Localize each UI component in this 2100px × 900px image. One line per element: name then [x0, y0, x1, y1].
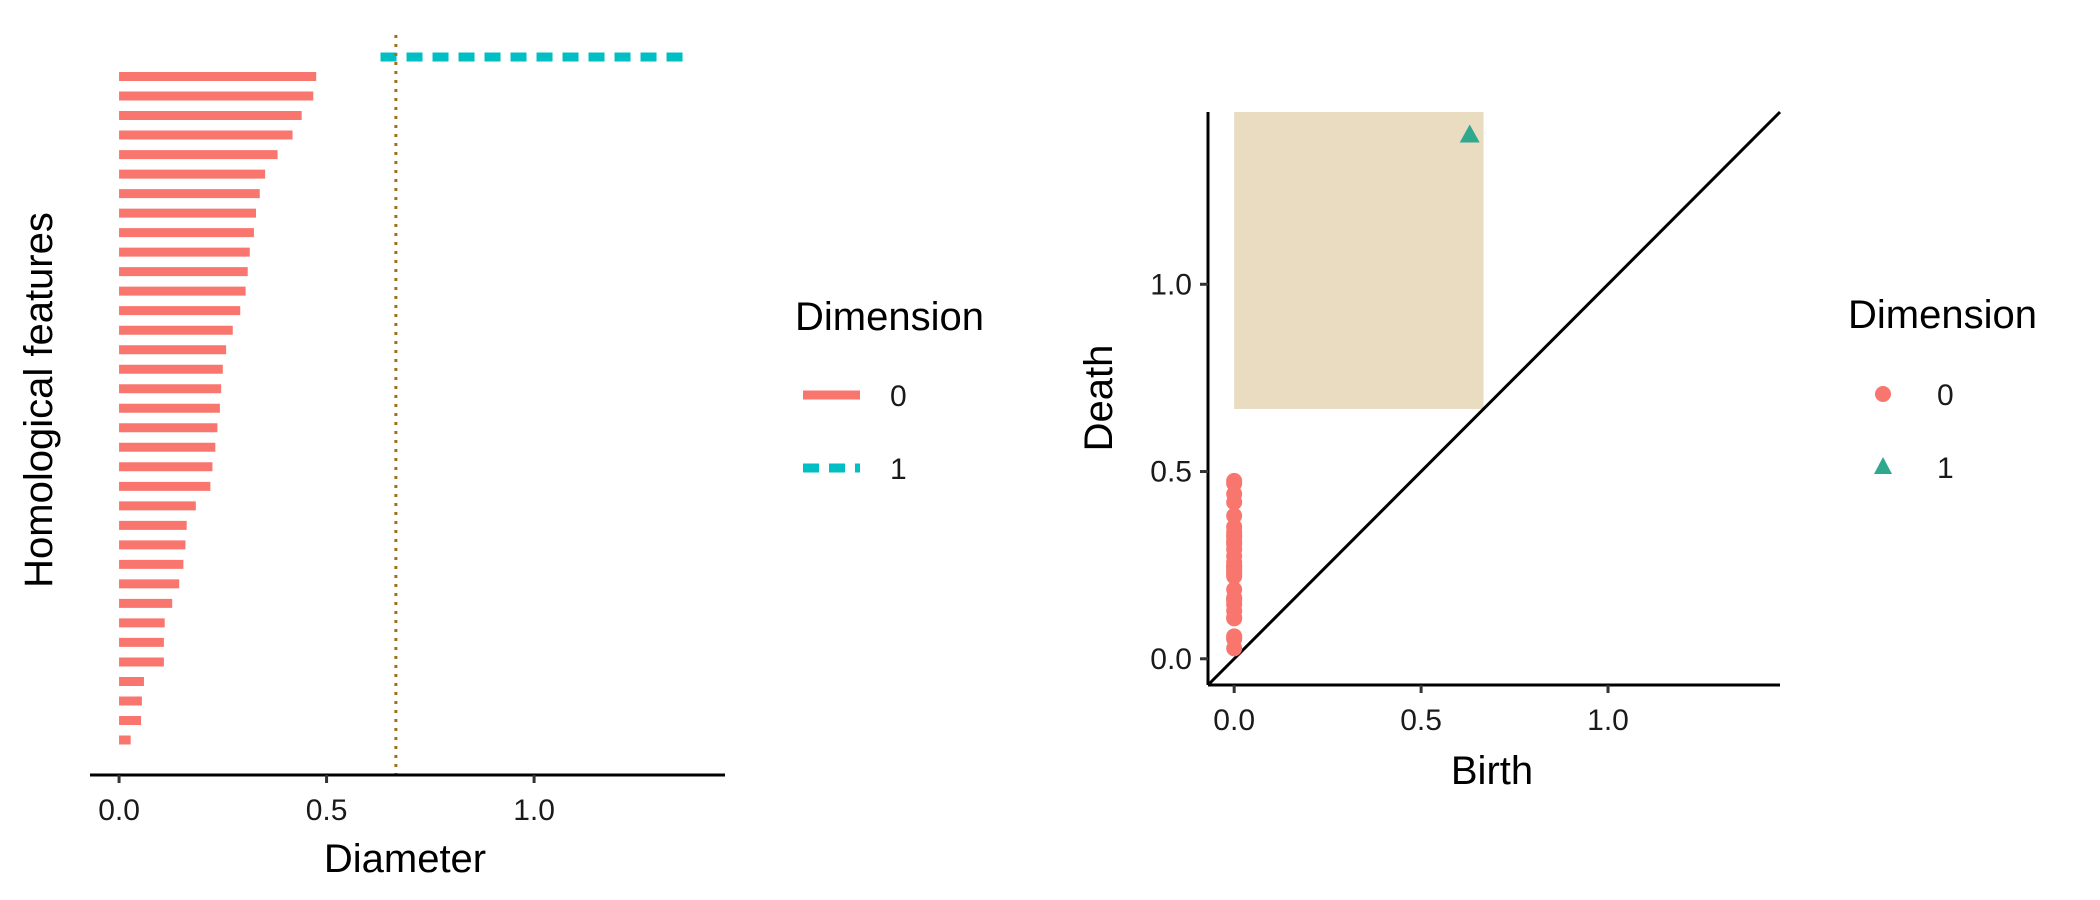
- barcode-panel: 0.0 0.5 1.0 Diameter Homological features: [17, 35, 725, 881]
- y-tick-label: 0.0: [1150, 643, 1192, 676]
- persistence-diagram-panel: 0.0 0.5 1.0 0.0 0.5 1.0 Birth Death: [1077, 110, 1782, 793]
- barcode-legend: Dimension 0 1: [795, 295, 984, 486]
- legend-title: Dimension: [1848, 293, 2037, 337]
- legend-label-1: 1: [890, 453, 907, 486]
- legend-key-circle-0: [1875, 386, 1891, 402]
- x-tick-label: 0.5: [306, 794, 348, 827]
- scatter-points: [1226, 124, 1480, 657]
- point-dim0: [1226, 494, 1243, 511]
- diagram-legend: Dimension 0 1: [1848, 293, 2037, 485]
- y-tick-label: 1.0: [1150, 268, 1192, 301]
- x-tick-label: 1.0: [513, 794, 555, 827]
- x-tick-label: 1.0: [1587, 704, 1629, 737]
- x-axis-title: Diameter: [324, 837, 486, 881]
- legend-label-0: 0: [1937, 379, 1954, 412]
- point-dim0: [1226, 568, 1243, 585]
- x-axis-ticks: 0.0 0.5 1.0: [1213, 685, 1629, 737]
- legend-key-triangle-1: [1874, 457, 1892, 474]
- x-axis-ticks: 0.0 0.5 1.0: [98, 775, 555, 827]
- diagonal-line: [1206, 110, 1782, 687]
- x-tick-label: 0.0: [98, 794, 140, 827]
- point-dim0: [1226, 507, 1243, 524]
- legend-label-0: 0: [890, 380, 907, 413]
- legend-title: Dimension: [795, 295, 984, 339]
- barcode-bars: [119, 52, 688, 745]
- x-axis-title: Birth: [1451, 749, 1533, 793]
- legend-label-1: 1: [1937, 452, 1954, 485]
- x-tick-label: 0.0: [1213, 704, 1255, 737]
- point-dim1: [1459, 124, 1480, 143]
- y-tick-label: 0.5: [1150, 456, 1192, 489]
- x-tick-label: 0.5: [1400, 704, 1442, 737]
- point-dim0: [1226, 610, 1243, 627]
- point-dim0: [1226, 640, 1243, 657]
- y-axis-ticks: 0.0 0.5 1.0: [1150, 268, 1208, 676]
- y-axis-title: Homological features: [17, 212, 61, 588]
- highlight-box: [1234, 112, 1484, 409]
- y-axis-title: Death: [1077, 345, 1121, 452]
